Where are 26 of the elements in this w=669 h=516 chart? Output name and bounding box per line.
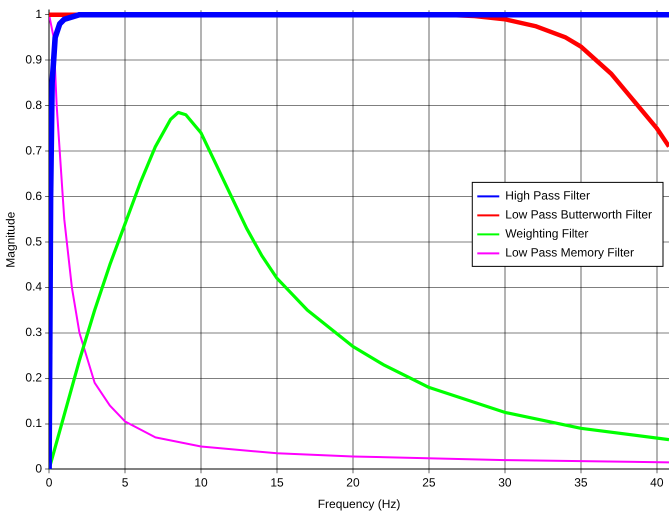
y-axis-title: Magnitude	[4, 211, 18, 268]
x-tick-label: 40	[650, 476, 664, 490]
y-tick-label: 0.3	[25, 325, 42, 340]
x-tick-label: 25	[422, 476, 436, 490]
y-tick-label: 1	[35, 7, 42, 22]
y-tick-label: 0.6	[25, 188, 42, 203]
y-tick-label: 0.7	[25, 143, 42, 158]
y-tick-label: 0.5	[25, 234, 42, 248]
x-tick-label: 5	[122, 476, 129, 490]
legend-label: High Pass Filter	[505, 188, 590, 203]
x-tick-label: 10	[194, 476, 208, 490]
y-tick-label: 0.1	[25, 416, 42, 430]
legend-label: Weighting Filter	[505, 226, 588, 241]
y-tick-label: 0	[35, 462, 42, 476]
y-tick-label: 0.8	[25, 98, 42, 112]
legend-label: Low Pass Butterworth Filter	[505, 208, 652, 222]
x-tick-label: 20	[346, 476, 360, 490]
legend-label: Low Pass Memory Filter	[505, 246, 634, 260]
x-tick-label: 0	[46, 476, 53, 490]
y-tick-label: 0.2	[25, 370, 42, 385]
x-tick-label: 30	[498, 476, 512, 490]
x-tick-label: 15	[270, 476, 284, 490]
x-tick-label: 35	[574, 476, 588, 490]
y-tick-label: 0.9	[25, 52, 42, 67]
y-tick-label: 0.4	[25, 280, 42, 294]
x-axis-title: Frequency (Hz)	[318, 497, 400, 512]
